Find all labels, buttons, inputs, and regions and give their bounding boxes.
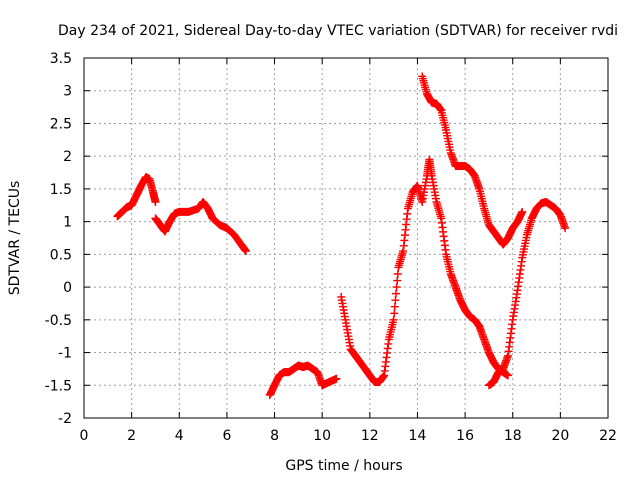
- x-tick-label: 6: [222, 428, 231, 444]
- x-tick-label: 4: [175, 428, 184, 444]
- data-point: [518, 207, 527, 216]
- y-tick-label: 3: [63, 84, 72, 100]
- x-tick-label: 8: [270, 428, 279, 444]
- data-point: [561, 224, 570, 233]
- x-tick-label: 0: [80, 428, 89, 444]
- x-axis-label: GPS time / hours: [285, 458, 402, 474]
- data-point: [151, 198, 160, 206]
- y-tick-label: 3.5: [50, 51, 72, 67]
- y-tick-label: -1.5: [45, 378, 72, 394]
- y-tick-label: -2: [58, 411, 72, 427]
- y-tick-label: -1: [58, 346, 72, 362]
- series-arc-2: [151, 198, 250, 256]
- y-axis-label: SDTVAR / TECUs: [7, 181, 23, 296]
- axis-ticks: 0 2 4 6 8 10 12 14 16 18 20 22 -2 -1.5 -1 -0.5 0 0.5 1 1.5 2…: [45, 51, 617, 444]
- data-points: [113, 72, 570, 400]
- y-tick-label: 2: [63, 149, 72, 165]
- x-tick-label: 14: [409, 428, 427, 444]
- chart-title: Day 234 of 2021, Sidereal Day-to-day VTE…: [58, 23, 618, 39]
- x-tick-label: 16: [456, 428, 474, 444]
- series-arc-5: [418, 72, 527, 249]
- y-tick-label: 0: [63, 280, 72, 296]
- y-tick-label: 2.5: [50, 116, 72, 132]
- x-tick-label: 18: [504, 428, 522, 444]
- x-tick-label: 22: [599, 428, 617, 444]
- data-point: [241, 247, 250, 256]
- data-point: [503, 371, 512, 380]
- series-arc-4: [337, 155, 512, 386]
- series-arc-1: [113, 173, 160, 221]
- y-tick-label: 1.5: [50, 182, 72, 198]
- series-arc-3: [265, 361, 341, 400]
- plot-frame: [83, 57, 609, 419]
- y-tick-label: 0.5: [50, 247, 72, 263]
- data-point: [332, 374, 341, 383]
- x-tick-label: 12: [361, 428, 379, 444]
- x-tick-label: 2: [127, 428, 136, 444]
- x-tick-label: 10: [313, 428, 331, 444]
- series-arc-6: [484, 198, 570, 390]
- y-tick-label: 1: [63, 215, 72, 231]
- x-tick-label: 20: [551, 428, 569, 444]
- y-tick-label: -0.5: [45, 313, 72, 329]
